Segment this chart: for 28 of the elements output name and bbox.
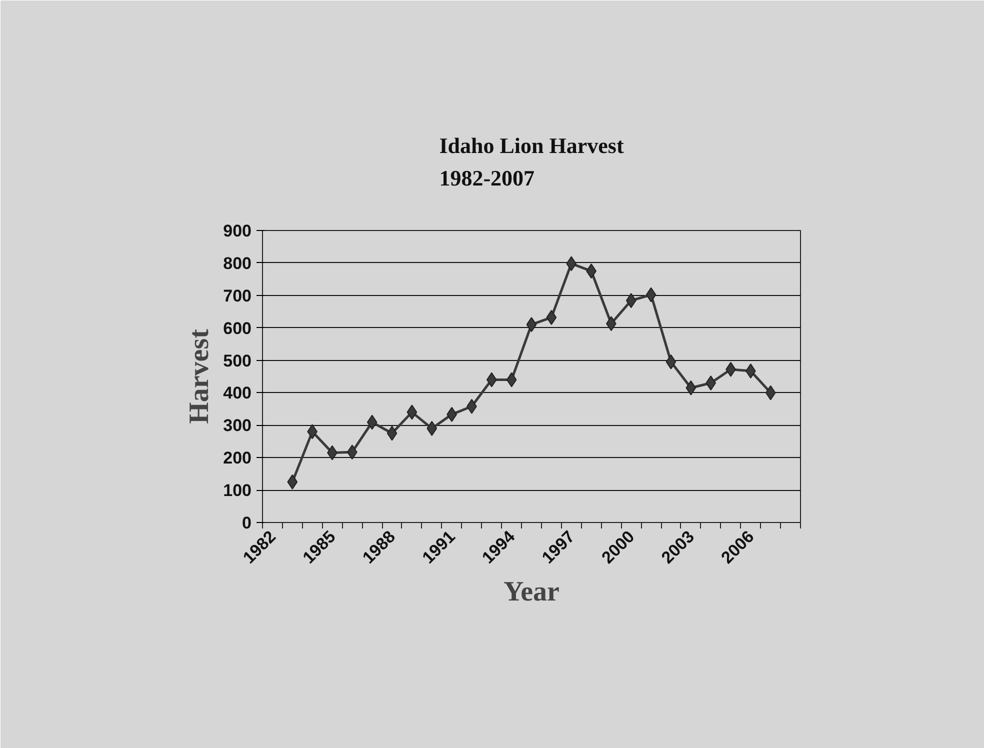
point — [765, 385, 776, 400]
point — [646, 287, 656, 302]
point — [406, 404, 418, 420]
y-tick-label: 400 — [223, 384, 252, 403]
y-tick-label: 700 — [223, 286, 252, 306]
y-tick-label: 100 — [223, 481, 252, 500]
point — [426, 420, 438, 436]
y-tick-label: 0 — [242, 514, 252, 532]
point — [486, 372, 497, 388]
point — [626, 293, 636, 308]
y-tick-label: 500 — [223, 351, 252, 370]
y-axis-title: Harvest — [184, 328, 216, 424]
point — [526, 317, 537, 332]
point — [386, 426, 398, 441]
chart-title: Idaho Lion Harvest 1982-2007 — [439, 133, 624, 190]
y-tick-label: 200 — [223, 448, 252, 468]
point — [686, 380, 696, 396]
x-axis-title: Year — [504, 576, 560, 608]
y-tick-label: 800 — [223, 254, 252, 273]
point — [566, 256, 577, 272]
point — [666, 354, 676, 370]
point — [506, 372, 517, 388]
y-tick-label: 900 — [223, 222, 252, 240]
y-tick-label: 300 — [223, 416, 252, 436]
y-tick-label: 600 — [223, 318, 252, 338]
point — [546, 310, 557, 325]
point — [366, 414, 378, 430]
point — [287, 474, 298, 490]
